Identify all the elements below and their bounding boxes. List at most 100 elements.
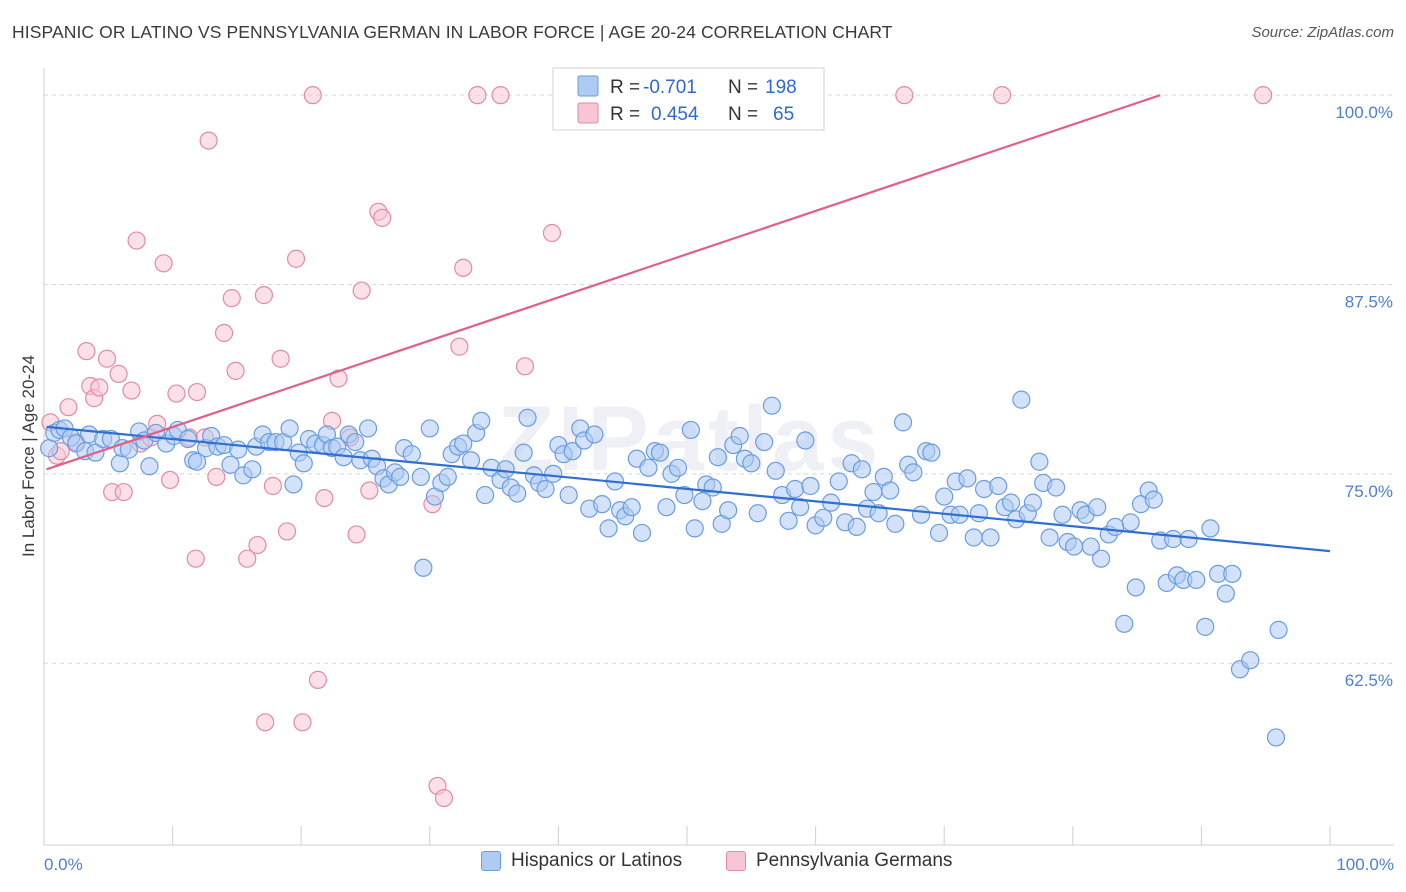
pennsylvania-germans-point — [90, 378, 109, 397]
hispanics-point — [1053, 505, 1072, 524]
hispanics-point — [414, 558, 433, 577]
pennsylvania-germans-point — [491, 86, 510, 105]
hispanics-point — [779, 511, 798, 530]
hispanics-point — [981, 528, 1000, 547]
hispanics-point — [1088, 498, 1107, 517]
hispanics-point — [221, 455, 240, 474]
hispanics-point — [536, 479, 555, 499]
hispanics-point — [675, 485, 694, 505]
series-legend: Hispanics or Latinos Pennsylvania German… — [0, 850, 1406, 880]
hispanics-point — [280, 419, 299, 438]
pennsylvania-germans-point — [187, 382, 207, 402]
hispanics-point — [681, 420, 700, 440]
hispanics-point — [563, 442, 582, 461]
pennsylvania-germans-point — [160, 470, 180, 490]
hispanics-point — [650, 443, 670, 462]
hispanics-point — [420, 419, 439, 438]
legend-swatch-pink — [577, 102, 599, 124]
hispanics-point — [801, 476, 820, 496]
legend-swatch-blue — [577, 75, 599, 97]
legend-n-label-1: N = — [728, 77, 758, 98]
hispanics-point — [1064, 537, 1084, 556]
pennsylvania-germans-point — [271, 349, 290, 368]
hispanics-point — [1144, 490, 1163, 509]
legend-r-value-2: 0.454 — [651, 104, 699, 125]
legend-item-hispanics: Hispanics or Latinos — [481, 850, 682, 872]
hispanics-point — [1223, 564, 1242, 583]
pennsylvania-germans-point — [515, 357, 535, 376]
hispanics-point — [593, 495, 612, 514]
hispanics-point — [229, 440, 248, 459]
legend-label-hispanics: Hispanics or Latinos — [511, 850, 683, 871]
y-tick-label: 62.5% — [1345, 671, 1393, 690]
pennsylvania-germans-point — [1254, 86, 1273, 105]
pennsylvania-germans-point — [109, 364, 128, 383]
legend-r-label-1: R = — [610, 77, 640, 98]
hispanics-point — [639, 458, 658, 477]
hispanics-point — [886, 514, 905, 533]
hispanics-point — [922, 443, 941, 462]
pennsylvania-germans-point — [122, 381, 141, 400]
pennsylvania-germans-point — [542, 223, 562, 243]
hispanics-point — [1216, 584, 1235, 603]
pennsylvania-germans-point — [256, 713, 275, 732]
correlation-legend: R = -0.701 N = 198 R = 0.454 N = 65 — [552, 67, 825, 131]
hispanics-point — [402, 445, 421, 464]
hispanics-point — [454, 434, 473, 453]
pennsylvania-germans-points — [41, 86, 1273, 808]
hispanics-point — [742, 454, 761, 473]
pennsylvania-germans-point — [167, 384, 186, 403]
hispanics-point — [893, 413, 913, 432]
hispanics-point — [755, 432, 774, 452]
pennsylvania-germans-point — [238, 549, 257, 568]
hispanics-point — [964, 528, 983, 547]
pennsylvania-germans-point — [114, 482, 133, 502]
hispanics-point — [391, 467, 410, 486]
legend-r-value-1: -0.701 — [643, 77, 697, 98]
pennsylvania-germans-point — [308, 670, 328, 689]
hispanics-point — [785, 479, 805, 499]
hispanics-point — [929, 523, 949, 543]
pennsylvania-germans-trend-line — [46, 94, 1161, 471]
legend-label-pennsylvania-germans: Pennsylvania Germans — [756, 850, 953, 871]
hispanics-point — [599, 519, 618, 538]
y-tick-label: 75.0% — [1345, 482, 1393, 501]
hispanics-point — [791, 498, 810, 517]
hispanics-point — [668, 458, 688, 477]
hispanics-point — [1091, 549, 1111, 568]
hispanics-point — [730, 426, 749, 446]
pennsylvania-germans-point — [360, 481, 379, 500]
pennsylvania-germans-point — [154, 254, 173, 273]
hispanics-point — [748, 504, 767, 523]
hispanics-point — [1241, 651, 1260, 670]
hispanics-point — [1001, 493, 1021, 512]
hispanics-point — [1201, 519, 1220, 538]
pennsylvania-germans-point — [992, 86, 1012, 105]
axes — [43, 68, 1394, 846]
hispanics-point — [140, 457, 159, 476]
hispanics-point — [958, 469, 977, 488]
y-axis-label: In Labor Force | Age 20-24 — [19, 355, 38, 557]
hispanics-point — [294, 454, 313, 473]
pennsylvania-germans-point — [97, 349, 117, 368]
hispanics-point — [796, 431, 815, 450]
legend-swatch-pennsylvania-germans — [726, 851, 746, 871]
legend-n-label-2: N = — [728, 104, 758, 125]
pennsylvania-germans-point — [254, 286, 274, 305]
hispanics-point — [829, 472, 848, 491]
hispanics-point — [1023, 493, 1043, 512]
hispanics-point — [496, 460, 515, 479]
pennsylvania-germans-point — [434, 788, 454, 808]
pennsylvania-germans-point — [214, 323, 234, 343]
hispanics-point — [1121, 513, 1140, 532]
y-tick-label: 100.0% — [1335, 103, 1393, 122]
pennsylvania-germans-point — [468, 86, 487, 105]
hispanics-point — [1081, 537, 1100, 556]
legend-swatch-hispanics — [481, 851, 501, 871]
hispanics-point — [472, 411, 491, 430]
hispanics-point — [508, 484, 527, 503]
legend-r-label-2: R = — [610, 104, 640, 125]
hispanics-point — [559, 485, 578, 505]
hispanics-point — [657, 498, 676, 517]
